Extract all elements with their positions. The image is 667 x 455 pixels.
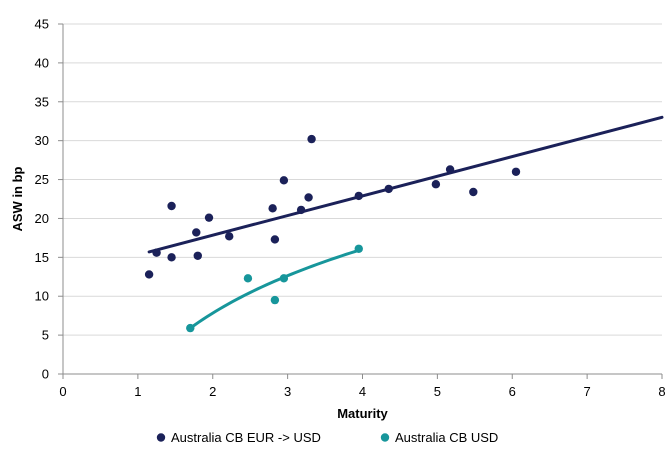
data-point-series-1-3 <box>167 253 176 262</box>
trendline-series-2 <box>188 248 361 330</box>
x-tick-label-1: 1 <box>134 384 141 399</box>
y-tick-label-30: 30 <box>35 133 49 148</box>
y-tick-label-15: 15 <box>35 250 49 265</box>
data-point-series-1-9 <box>270 235 280 244</box>
data-point-series-1-10 <box>279 176 289 185</box>
y-tick-label-20: 20 <box>35 211 49 226</box>
x-tick-label-2: 2 <box>209 384 216 399</box>
legend-label-series-2: Australia CB USD <box>395 430 498 445</box>
legend-label-series-1: Australia CB EUR -> USD <box>171 430 321 445</box>
data-point-series-1-2 <box>167 201 176 211</box>
x-tick-label-0: 0 <box>59 384 66 399</box>
data-point-series-2-1 <box>243 274 253 283</box>
data-point-series-1-19 <box>511 167 521 176</box>
x-tick-label-6: 6 <box>509 384 516 399</box>
data-point-series-1-14 <box>354 191 363 201</box>
data-point-series-1-1 <box>152 248 161 257</box>
x-axis-title: Maturity <box>337 406 388 421</box>
data-point-series-1-6 <box>204 213 214 222</box>
x-tick-label-8: 8 <box>658 384 665 399</box>
x-tick-label-7: 7 <box>584 384 591 399</box>
data-point-series-1-5 <box>193 251 202 260</box>
data-point-series-2-2 <box>270 295 280 305</box>
data-point-series-1-12 <box>304 193 313 202</box>
data-point-series-1-11 <box>296 205 306 215</box>
data-point-series-1-8 <box>268 204 277 213</box>
data-point-series-1-17 <box>445 165 455 174</box>
data-point-series-1-7 <box>225 232 234 241</box>
y-tick-label-40: 40 <box>35 55 49 70</box>
legend-marker-series-1 <box>156 433 166 442</box>
y-axis-title: ASW in bp <box>10 166 25 231</box>
data-point-series-1-16 <box>431 180 441 189</box>
y-tick-label-45: 45 <box>35 17 49 32</box>
data-point-series-2-4 <box>354 244 363 253</box>
data-point-series-1-18 <box>469 187 478 197</box>
data-point-series-1-0 <box>144 270 154 279</box>
data-point-series-1-15 <box>384 184 393 194</box>
y-tick-label-5: 5 <box>42 328 49 343</box>
y-tick-label-25: 25 <box>35 172 49 187</box>
legend-marker-series-2 <box>380 433 390 442</box>
data-point-series-1-4 <box>192 228 201 237</box>
data-point-series-1-13 <box>307 134 316 144</box>
data-point-series-2-3 <box>279 274 289 283</box>
x-tick-label-5: 5 <box>434 384 441 399</box>
x-tick-label-3: 3 <box>284 384 291 399</box>
y-tick-label-35: 35 <box>35 94 49 109</box>
data-point-series-2-0 <box>186 323 195 333</box>
trendline-series-1 <box>147 115 664 254</box>
x-tick-label-4: 4 <box>359 384 366 399</box>
y-tick-label-0: 0 <box>42 367 49 382</box>
y-tick-label-10: 10 <box>35 289 49 304</box>
